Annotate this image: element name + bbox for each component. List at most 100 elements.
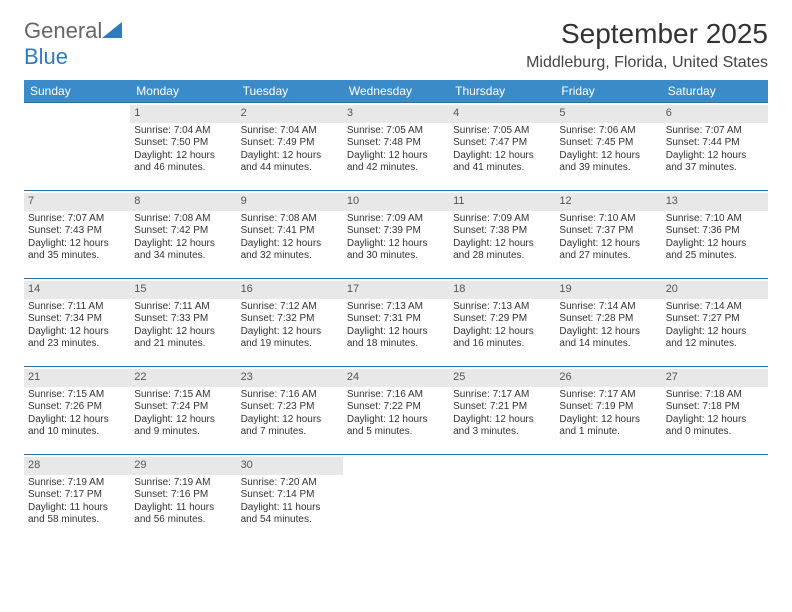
sunrise-text: Sunrise: 7:17 AM bbox=[559, 389, 657, 402]
location: Middleburg, Florida, United States bbox=[526, 54, 768, 72]
sunrise-text: Sunrise: 7:09 AM bbox=[347, 213, 445, 226]
sunrise-text: Sunrise: 7:15 AM bbox=[28, 389, 126, 402]
sunset-text: Sunset: 7:42 PM bbox=[134, 225, 232, 238]
calendar-day-cell: 12Sunrise: 7:10 AMSunset: 7:37 PMDayligh… bbox=[555, 191, 661, 279]
daylight-text: Daylight: 12 hours and 34 minutes. bbox=[134, 238, 232, 263]
calendar-day-cell: 2Sunrise: 7:04 AMSunset: 7:49 PMDaylight… bbox=[237, 103, 343, 191]
calendar-table: Sunday Monday Tuesday Wednesday Thursday… bbox=[24, 80, 768, 543]
daylight-text: Daylight: 12 hours and 3 minutes. bbox=[453, 414, 551, 439]
day-number: 28 bbox=[24, 457, 130, 475]
sunset-text: Sunset: 7:17 PM bbox=[28, 489, 126, 502]
sunset-text: Sunset: 7:26 PM bbox=[28, 401, 126, 414]
month-title: September 2025 bbox=[526, 18, 768, 50]
daylight-text: Daylight: 12 hours and 39 minutes. bbox=[559, 150, 657, 175]
calendar-week-row: 21Sunrise: 7:15 AMSunset: 7:26 PMDayligh… bbox=[24, 367, 768, 455]
sunrise-text: Sunrise: 7:14 AM bbox=[666, 301, 764, 314]
day-number: 1 bbox=[130, 105, 236, 123]
calendar-day-cell: 27Sunrise: 7:18 AMSunset: 7:18 PMDayligh… bbox=[662, 367, 768, 455]
calendar-day-cell: 11Sunrise: 7:09 AMSunset: 7:38 PMDayligh… bbox=[449, 191, 555, 279]
calendar-day-cell: 7Sunrise: 7:07 AMSunset: 7:43 PMDaylight… bbox=[24, 191, 130, 279]
weekday-header: Sunday bbox=[24, 80, 130, 103]
calendar-day-cell: 1 Sunrise: 7:04 AMSunset: 7:50 PMDaylight… bbox=[130, 103, 236, 191]
calendar-day-cell: 8Sunrise: 7:08 AMSunset: 7:42 PMDaylight… bbox=[130, 191, 236, 279]
calendar-day-cell: 16Sunrise: 7:12 AMSunset: 7:32 PMDayligh… bbox=[237, 279, 343, 367]
calendar-day-cell: 19Sunrise: 7:14 AMSunset: 7:28 PMDayligh… bbox=[555, 279, 661, 367]
calendar-day-cell: 20Sunrise: 7:14 AMSunset: 7:27 PMDayligh… bbox=[662, 279, 768, 367]
sunrise-text: Sunrise: 7:04 AM bbox=[134, 125, 232, 138]
calendar-day-cell: 13Sunrise: 7:10 AMSunset: 7:36 PMDayligh… bbox=[662, 191, 768, 279]
sunrise-text: Sunrise: 7:10 AM bbox=[666, 213, 764, 226]
day-number: 5 bbox=[555, 105, 661, 123]
day-number: 24 bbox=[343, 369, 449, 387]
sunset-text: Sunset: 7:21 PM bbox=[453, 401, 551, 414]
weekday-header-row: Sunday Monday Tuesday Wednesday Thursday… bbox=[24, 80, 768, 103]
sunrise-text: Sunrise: 7:10 AM bbox=[559, 213, 657, 226]
day-number: 8 bbox=[130, 193, 236, 211]
weekday-header: Saturday bbox=[662, 80, 768, 103]
calendar-day-cell bbox=[555, 455, 661, 543]
daylight-text: Daylight: 12 hours and 0 minutes. bbox=[666, 414, 764, 439]
daylight-text: Daylight: 12 hours and 42 minutes. bbox=[347, 150, 445, 175]
calendar-day-cell: 30Sunrise: 7:20 AMSunset: 7:14 PMDayligh… bbox=[237, 455, 343, 543]
sunset-text: Sunset: 7:50 PM bbox=[134, 137, 232, 150]
day-number: 7 bbox=[24, 193, 130, 211]
day-number: 2 bbox=[237, 105, 343, 123]
sunrise-text: Sunrise: 7:08 AM bbox=[241, 213, 339, 226]
weekday-header: Tuesday bbox=[237, 80, 343, 103]
calendar-day-cell: 9Sunrise: 7:08 AMSunset: 7:41 PMDaylight… bbox=[237, 191, 343, 279]
sunset-text: Sunset: 7:22 PM bbox=[347, 401, 445, 414]
day-number: 30 bbox=[237, 457, 343, 475]
day-number: 17 bbox=[343, 281, 449, 299]
logo: General Blue bbox=[24, 18, 122, 70]
calendar-week-row: 1Sunrise: 7:04 AMSunset: 7:50 PMDaylight… bbox=[24, 103, 768, 191]
calendar-day-cell: 4Sunrise: 7:05 AMSunset: 7:47 PMDaylight… bbox=[449, 103, 555, 191]
sunset-text: Sunset: 7:39 PM bbox=[347, 225, 445, 238]
sunrise-text: Sunrise: 7:19 AM bbox=[28, 477, 126, 490]
sunrise-text: Sunrise: 7:11 AM bbox=[28, 301, 126, 314]
sunset-text: Sunset: 7:28 PM bbox=[559, 313, 657, 326]
day-number: 22 bbox=[130, 369, 236, 387]
daylight-text: Daylight: 12 hours and 10 minutes. bbox=[28, 414, 126, 439]
day-number: 12 bbox=[555, 193, 661, 211]
sunset-text: Sunset: 7:37 PM bbox=[559, 225, 657, 238]
sunrise-text: Sunrise: 7:04 AM bbox=[241, 125, 339, 138]
sunset-text: Sunset: 7:47 PM bbox=[453, 137, 551, 150]
calendar-day-cell: 26Sunrise: 7:17 AMSunset: 7:19 PMDayligh… bbox=[555, 367, 661, 455]
sunrise-text: Sunrise: 7:05 AM bbox=[347, 125, 445, 138]
day-number: 15 bbox=[130, 281, 236, 299]
sunset-text: Sunset: 7:45 PM bbox=[559, 137, 657, 150]
daylight-text: Daylight: 12 hours and 16 minutes. bbox=[453, 326, 551, 351]
header: General Blue September 2025 Middleburg, … bbox=[24, 18, 768, 72]
daylight-text: Daylight: 12 hours and 18 minutes. bbox=[347, 326, 445, 351]
calendar-day-cell: 18Sunrise: 7:13 AMSunset: 7:29 PMDayligh… bbox=[449, 279, 555, 367]
sunset-text: Sunset: 7:49 PM bbox=[241, 137, 339, 150]
sunrise-text: Sunrise: 7:07 AM bbox=[666, 125, 764, 138]
calendar-day-cell bbox=[343, 455, 449, 543]
daylight-text: Daylight: 12 hours and 21 minutes. bbox=[134, 326, 232, 351]
daylight-text: Daylight: 11 hours and 54 minutes. bbox=[241, 502, 339, 527]
sunset-text: Sunset: 7:48 PM bbox=[347, 137, 445, 150]
sunrise-text: Sunrise: 7:17 AM bbox=[453, 389, 551, 402]
calendar-day-cell: 15Sunrise: 7:11 AMSunset: 7:33 PMDayligh… bbox=[130, 279, 236, 367]
daylight-text: Daylight: 12 hours and 37 minutes. bbox=[666, 150, 764, 175]
sunset-text: Sunset: 7:14 PM bbox=[241, 489, 339, 502]
calendar-week-row: 14Sunrise: 7:11 AMSunset: 7:34 PMDayligh… bbox=[24, 279, 768, 367]
weekday-header: Monday bbox=[130, 80, 236, 103]
daylight-text: Daylight: 12 hours and 30 minutes. bbox=[347, 238, 445, 263]
day-number: 20 bbox=[662, 281, 768, 299]
calendar-day-cell: 5Sunrise: 7:06 AMSunset: 7:45 PMDaylight… bbox=[555, 103, 661, 191]
sunrise-text: Sunrise: 7:05 AM bbox=[453, 125, 551, 138]
sunset-text: Sunset: 7:27 PM bbox=[666, 313, 764, 326]
day-number: 27 bbox=[662, 369, 768, 387]
daylight-text: Daylight: 12 hours and 35 minutes. bbox=[28, 238, 126, 263]
day-number: 13 bbox=[662, 193, 768, 211]
sunrise-text: Sunrise: 7:11 AM bbox=[134, 301, 232, 314]
sunrise-text: Sunrise: 7:19 AM bbox=[134, 477, 232, 490]
calendar-day-cell: 29Sunrise: 7:19 AMSunset: 7:16 PMDayligh… bbox=[130, 455, 236, 543]
daylight-text: Daylight: 12 hours and 46 minutes. bbox=[134, 150, 232, 175]
sunset-text: Sunset: 7:32 PM bbox=[241, 313, 339, 326]
logo-sail-icon bbox=[102, 18, 122, 44]
calendar-day-cell: 28Sunrise: 7:19 AMSunset: 7:17 PMDayligh… bbox=[24, 455, 130, 543]
weekday-header: Friday bbox=[555, 80, 661, 103]
calendar-day-cell bbox=[24, 103, 130, 191]
